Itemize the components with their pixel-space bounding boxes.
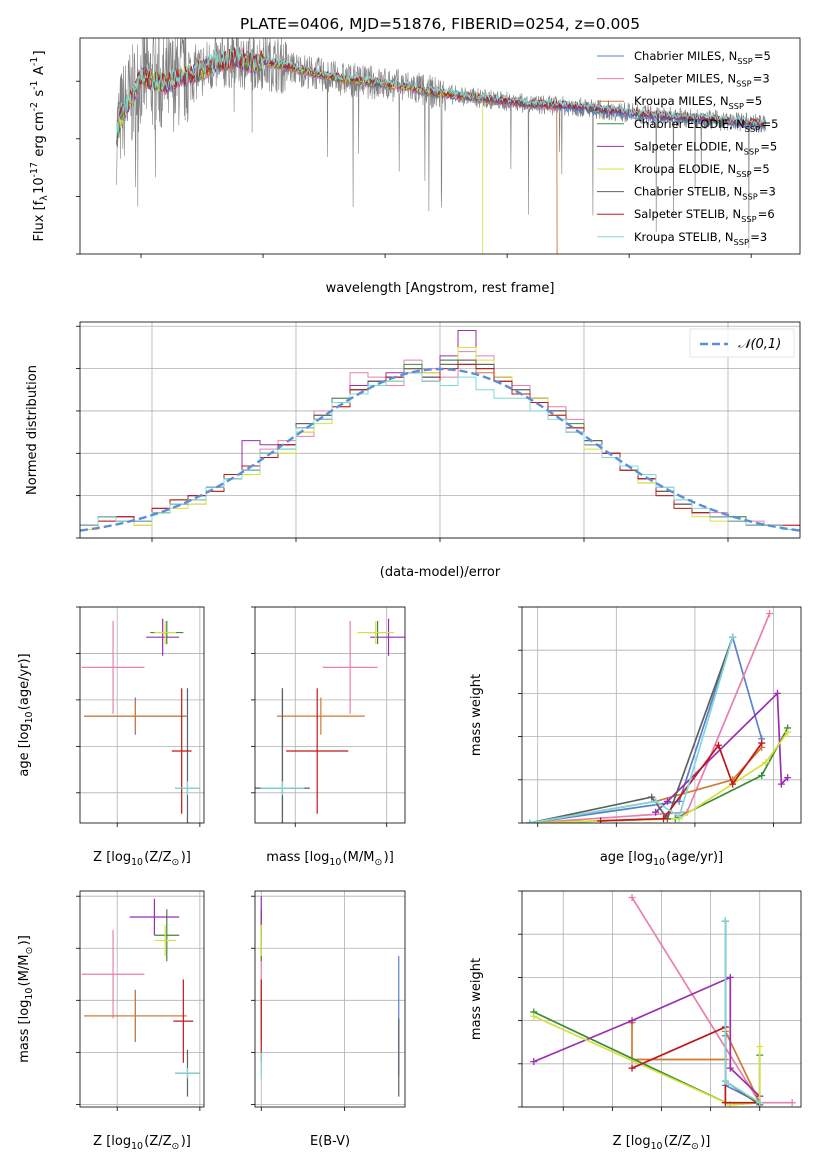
weight-marker: [652, 808, 660, 816]
x-axis-label: Z [log10 (Z/Z⊙ )]: [613, 1134, 711, 1152]
plot-area: [81, 898, 200, 1097]
y-axis-label: mass weight: [469, 958, 484, 1040]
y-axis-label: mass [log10 (M/M⊙ )]: [17, 935, 35, 1063]
legend-label: Salpeter ELODIE, NSSP =5: [634, 139, 777, 156]
legend-label: 𝒩(0,1): [738, 337, 781, 352]
y-axis-label: mass weight: [469, 674, 484, 756]
axes-frame: [254, 890, 406, 1108]
x-axis-label: wavelength [Angstrom, rest frame]: [326, 281, 555, 296]
plot-area: [260, 896, 400, 1097]
weight-marker: [726, 973, 734, 981]
plot-area: [255, 618, 405, 823]
plot-area: [116, 38, 766, 254]
weight-marker: [766, 609, 774, 617]
axes-weight_vs_metallicity: Z [log10 (Z/Z⊙ )] mass weight: [469, 890, 802, 1152]
weight-marker: [756, 1099, 764, 1107]
weight-marker: [721, 917, 729, 925]
spectrum-legend: Chabrier MILES, NSSP =5 Salpeter MILES, N…: [597, 49, 778, 247]
weight-line: [533, 1015, 761, 1106]
axes-frame: [79, 606, 205, 824]
weight-line: [529, 636, 734, 823]
gaussian-curve: [80, 367, 800, 532]
plot-area: [530, 893, 796, 1107]
plot-area: [526, 609, 792, 823]
legend-label: Salpeter STELIB, NSSP =6: [634, 207, 775, 224]
x-axis-label: Z [log10 (Z/Z⊙ )]: [93, 850, 191, 868]
weight-marker: [773, 689, 781, 697]
axes-frame: [79, 890, 205, 1108]
legend-label: Chabrier ELODIE, NSSP =5: [634, 117, 778, 134]
axes-weight_vs_age: age [log10 (age/yr)] mass weight: [469, 606, 802, 868]
weight-marker: [652, 797, 660, 805]
weight-marker: [597, 817, 605, 823]
weight-marker: [777, 780, 785, 788]
weight-marker: [784, 774, 792, 782]
weight-marker: [659, 815, 667, 823]
weight-marker: [675, 813, 683, 821]
weight-line: [529, 636, 734, 823]
histogram-series: [80, 372, 800, 530]
weight-marker: [726, 1064, 734, 1072]
axes-frame: [254, 606, 406, 824]
weight-marker: [729, 633, 737, 641]
legend-label: Chabrier MILES, NSSP =5: [634, 49, 771, 66]
axes-mass_vs_ebv: E(B-V): [251, 890, 406, 1149]
histogram-legend: 𝒩(0,1): [689, 328, 795, 358]
weight-line: [529, 746, 763, 823]
weight-line: [529, 613, 771, 823]
model-spectrum-line: [116, 46, 766, 141]
weight-marker: [628, 1017, 636, 1025]
x-axis-label: Z [log10 (Z/Z⊙ )]: [93, 1134, 191, 1152]
axes-frame: [79, 37, 801, 255]
plot-area: [80, 330, 800, 532]
legend-label: Kroupa STELIB, NSSP =3: [634, 230, 767, 247]
weight-marker: [530, 1058, 538, 1066]
weight-marker: [526, 819, 534, 823]
weight-marker: [721, 1077, 729, 1085]
weight-marker: [784, 728, 792, 736]
weight-marker: [648, 793, 656, 801]
x-axis-label: age [log10 (age/yr)]: [600, 850, 723, 868]
legend-label: Salpeter MILES, NSSP =3: [634, 72, 770, 89]
weight-marker: [762, 759, 770, 767]
weight-marker: [788, 1099, 796, 1107]
axes-spectrum: wavelength [Angstrom, rest frame] Flux [f…: [29, 37, 801, 296]
x-axis-label: mass [log10 (M/M⊙ )]: [266, 850, 394, 868]
weight-marker: [530, 1012, 538, 1020]
y-axis-label: Normed distribution: [25, 365, 40, 495]
axes-frame: [521, 606, 802, 824]
axes-age_vs_mass: mass [log10 (M/M⊙ )]: [251, 606, 406, 868]
axes-age_vs_metallicity: Z [log10 (Z/Z⊙ )] age [log10 (age/yr)]: [17, 606, 205, 868]
weight-line: [529, 634, 763, 823]
x-axis-label: (data-model)/error: [380, 565, 501, 580]
axes-mass_vs_metallicity: Z [log10 (Z/Z⊙ )] mass [log10 (M/M⊙ )]: [17, 890, 205, 1152]
weight-marker: [628, 893, 636, 901]
weight-marker: [628, 1064, 636, 1072]
legend-label: Kroupa MILES, NSSP =5: [634, 94, 762, 111]
x-axis-label: E(B-V): [310, 1134, 350, 1149]
weight-marker: [758, 739, 766, 747]
legend-label: Chabrier STELIB, NSSP =3: [634, 185, 776, 202]
weight-marker: [756, 1043, 764, 1051]
y-axis-label: Flux [fλ 10-17 erg cm-2 s-1 A-1 ]: [29, 50, 50, 241]
legend-label: Kroupa ELODIE, NSSP =5: [634, 162, 770, 179]
axes-residual_histogram: (data-model)/error Normed distribution 𝒩(0…: [25, 321, 801, 580]
weight-marker: [714, 741, 722, 749]
weight-marker: [663, 797, 671, 805]
weight-marker: [721, 1099, 729, 1107]
weight-marker: [729, 780, 737, 788]
figure-title: PLATE=0406, MJD=51876, FIBERID=0254, z=0…: [240, 15, 640, 33]
weight-marker: [758, 771, 766, 779]
plot-area: [81, 618, 200, 823]
y-axis-label: age [log10 (age/yr)]: [17, 653, 35, 776]
